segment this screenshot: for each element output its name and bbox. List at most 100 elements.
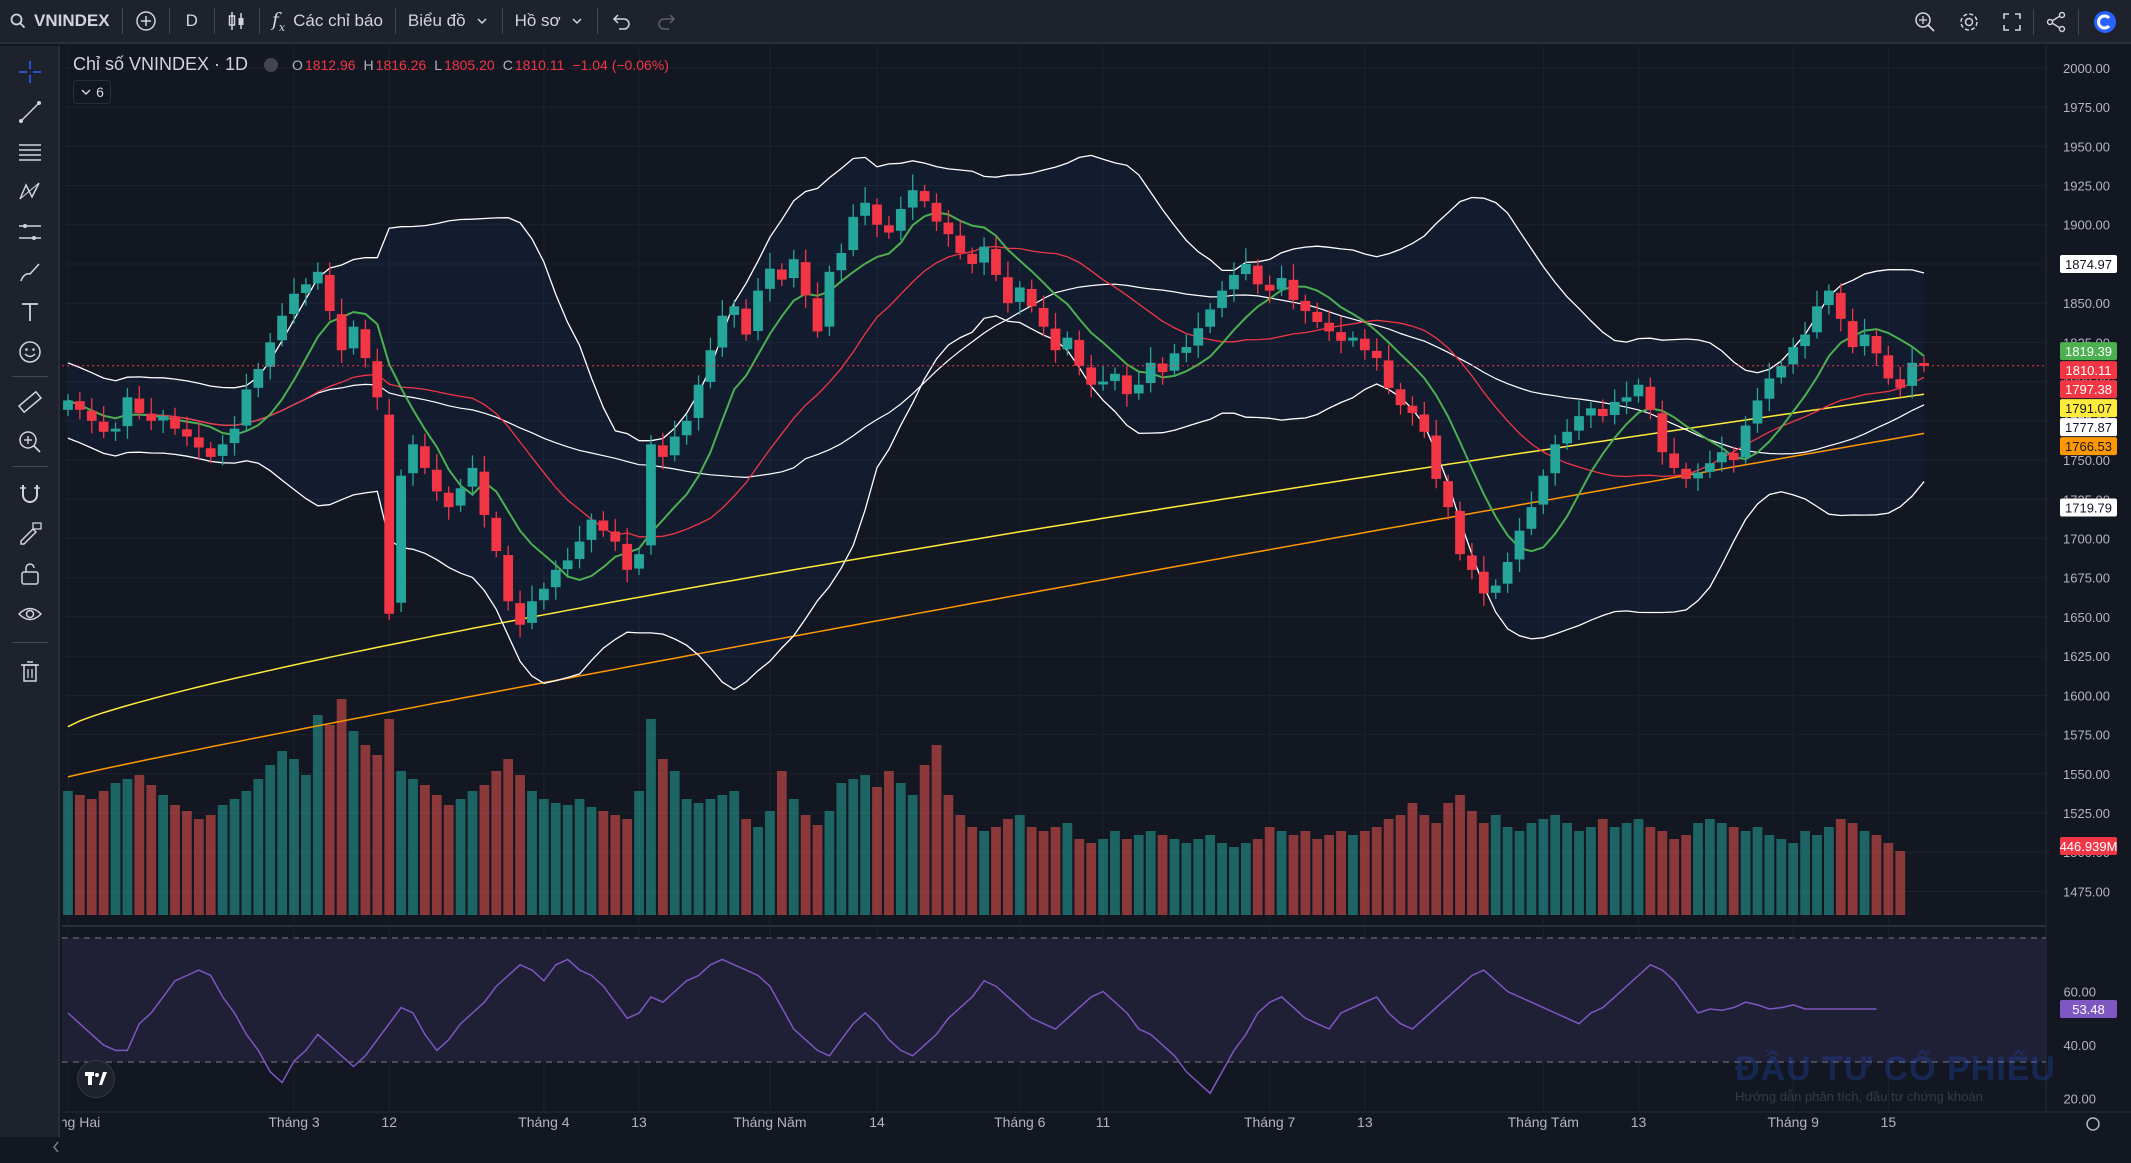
volume-bar bbox=[1276, 831, 1287, 915]
smiley-icon bbox=[19, 341, 41, 363]
symbol-search[interactable]: VNINDEX bbox=[0, 0, 122, 43]
search-icon bbox=[10, 13, 26, 29]
candle-body bbox=[420, 446, 430, 468]
time-tick-label: Tháng 6 bbox=[994, 1114, 1046, 1130]
volume-bar bbox=[1633, 819, 1644, 915]
volume-bar bbox=[503, 759, 514, 915]
candle-body bbox=[229, 428, 240, 444]
volume-bar bbox=[1455, 795, 1465, 915]
candles-icon bbox=[228, 12, 244, 30]
price-tag-background bbox=[2060, 399, 2117, 418]
fullscreen-button[interactable] bbox=[1991, 0, 2033, 44]
candle-body bbox=[1336, 332, 1346, 341]
remove-drawings-tool[interactable] bbox=[14, 656, 46, 688]
candle-body bbox=[848, 216, 859, 251]
collapse-toolbar-button[interactable] bbox=[50, 1131, 62, 1163]
fib-tool[interactable] bbox=[14, 136, 46, 168]
candle-body bbox=[110, 428, 121, 432]
volume-bar bbox=[1621, 823, 1632, 915]
candle-body bbox=[1490, 585, 1501, 593]
chart-background bbox=[62, 46, 2131, 1137]
candle-body bbox=[86, 410, 97, 421]
tradingview-logo[interactable] bbox=[77, 1060, 115, 1098]
volume-bar bbox=[1859, 831, 1870, 915]
candle-body bbox=[1919, 363, 1929, 366]
crosshair-tool[interactable] bbox=[14, 56, 46, 88]
lock-drawing-tool[interactable] bbox=[14, 518, 46, 550]
volume-bar bbox=[1407, 803, 1418, 915]
price-tag: 1874.97 bbox=[2065, 257, 2112, 272]
compare-button[interactable] bbox=[123, 0, 169, 43]
indicators-button[interactable]: fx Các chỉ báo bbox=[260, 0, 395, 43]
candle-body bbox=[538, 588, 549, 601]
high-key: H bbox=[363, 56, 374, 73]
candle-body bbox=[1716, 452, 1727, 463]
broker-logo[interactable] bbox=[2079, 0, 2131, 44]
volume-bar bbox=[443, 805, 454, 915]
emoji-tool[interactable] bbox=[14, 336, 46, 368]
candle-body bbox=[943, 222, 954, 235]
pattern-tool[interactable] bbox=[14, 176, 46, 208]
volume-bar bbox=[1740, 831, 1751, 915]
interval-button[interactable]: D bbox=[170, 0, 214, 43]
candle-body bbox=[1574, 416, 1584, 431]
brand-logo-icon bbox=[2094, 11, 2116, 33]
projection-tool[interactable] bbox=[14, 216, 46, 248]
magnet-tool[interactable] bbox=[14, 478, 46, 510]
volume-bar bbox=[265, 765, 276, 915]
candle-body bbox=[1752, 400, 1763, 424]
volume-bar bbox=[1681, 835, 1691, 915]
share-button[interactable] bbox=[2034, 0, 2078, 44]
candle-body bbox=[431, 469, 442, 492]
volume-bar bbox=[1359, 831, 1370, 915]
brush-tool[interactable] bbox=[14, 256, 46, 288]
ruler-tool[interactable] bbox=[14, 386, 46, 418]
volume-bar bbox=[1014, 815, 1025, 915]
visibility-tool[interactable] bbox=[14, 598, 46, 630]
trend-line-tool[interactable] bbox=[14, 96, 46, 128]
redo-button[interactable] bbox=[644, 0, 690, 43]
volume-bar bbox=[1348, 835, 1358, 915]
share-icon bbox=[2046, 11, 2066, 33]
undo-button[interactable] bbox=[598, 0, 644, 43]
candle-body bbox=[717, 315, 728, 348]
candle-body bbox=[1681, 468, 1691, 479]
volume-bar bbox=[1716, 823, 1727, 915]
chart-type-menu[interactable]: Biểu đồ bbox=[396, 0, 502, 43]
volume-bar bbox=[693, 803, 704, 915]
candle-body bbox=[1122, 375, 1132, 395]
volume-bar bbox=[241, 791, 252, 915]
candle-body bbox=[289, 293, 299, 314]
volume-tag-background bbox=[2060, 837, 2117, 855]
axis-settings-icon[interactable] bbox=[2086, 1117, 2100, 1131]
profile-menu[interactable]: Hồ sơ bbox=[503, 0, 597, 43]
chevron-down-icon bbox=[81, 89, 91, 96]
settings-button[interactable] bbox=[1947, 0, 1991, 44]
volume-bar bbox=[788, 799, 799, 915]
time-tick-label: Tháng 4 bbox=[518, 1114, 570, 1130]
lock-all-tool[interactable] bbox=[14, 558, 46, 590]
text-tool[interactable] bbox=[14, 296, 46, 328]
chart-canvas[interactable]: 2000.001975.001950.001925.001900.001875.… bbox=[62, 46, 2131, 1137]
candle-body bbox=[1074, 339, 1085, 366]
chart-style-button[interactable] bbox=[215, 0, 259, 43]
candle-body bbox=[241, 389, 252, 426]
zoom-tool[interactable] bbox=[14, 426, 46, 458]
candle-body bbox=[384, 414, 395, 614]
volume-bar bbox=[122, 779, 133, 915]
volume-bar bbox=[1062, 823, 1073, 915]
quick-search-button[interactable] bbox=[1903, 0, 1947, 44]
volume-bar bbox=[1371, 827, 1382, 915]
volume-bar bbox=[1074, 839, 1085, 915]
price-tag-background bbox=[2060, 254, 2117, 273]
chart-type-label: Biểu đồ bbox=[407, 11, 466, 30]
bollinger-fill bbox=[67, 155, 1925, 690]
candle-body bbox=[1217, 290, 1227, 308]
volume-bar bbox=[1264, 827, 1275, 915]
candle-body bbox=[1478, 571, 1489, 594]
candle-body bbox=[1062, 337, 1073, 350]
indicators-collapse-button[interactable]: 6 bbox=[73, 80, 111, 104]
chart-area[interactable]: 2000.001975.001950.001925.001900.001875.… bbox=[62, 46, 2131, 1137]
candle-body bbox=[217, 444, 228, 456]
candle-body bbox=[1657, 413, 1668, 453]
